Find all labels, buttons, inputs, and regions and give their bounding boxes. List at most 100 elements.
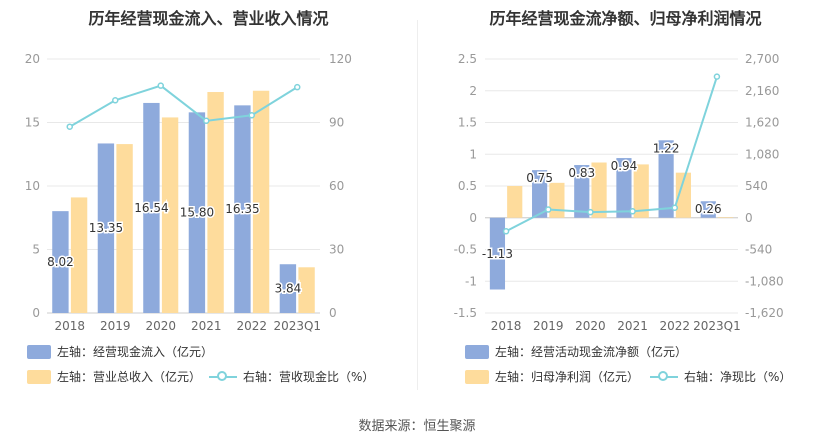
bar-secondary [591, 162, 607, 218]
right-axis-tick-label: 1,620 [745, 116, 779, 130]
bar-secondary [70, 197, 88, 313]
bar-data-label: -1.13 [482, 247, 513, 261]
bar-secondary [161, 117, 179, 313]
ratio-line [69, 84, 298, 128]
bar-secondary [549, 182, 565, 218]
legend-label: 左轴：营业总收入（亿元） [57, 370, 202, 384]
bar-primary [532, 170, 548, 218]
bar-secondary [717, 217, 734, 218]
bar-data-label: 1.22 [653, 141, 680, 155]
bar-primary [97, 143, 115, 313]
legend-label: 左轴：归母净利润（亿元） [495, 370, 640, 384]
ratio-point [671, 204, 678, 212]
legend-line-icon [650, 370, 678, 384]
chart-panel-right: 历年经营现金流净额、归母净利润情况 -1.5 -1 -0.5 0 0.5 1 1.5 2 2.5… [417, 0, 834, 405]
bar-data-label: 3.84 [275, 282, 302, 296]
right-axis-tick-label: 1,080 [745, 147, 779, 161]
chart-title: 历年经营现金流入、营业收入情况 [88, 9, 329, 28]
bar-primary [279, 264, 297, 313]
x-axis-tick-label: 2022 [659, 319, 690, 333]
legend-item-net-cash-flow[interactable]: 左轴：经营活动现金流净额（亿元） [465, 343, 687, 360]
left-axis-tick-label: 10 [25, 179, 40, 193]
right-axis-tick-label: 540 [745, 179, 768, 193]
ratio-point [629, 208, 636, 215]
chart-plot-left: 0 5 10 15 20 0 30 60 90 120 2018 2019 2020 2021 2022 20… [25, 52, 352, 333]
x-axis-tick-label: 2018 [491, 319, 522, 333]
left-axis-tick-label: 0.5 [458, 179, 477, 193]
bar-primary [574, 165, 590, 218]
left-axis-tick-label: -0.5 [454, 243, 477, 257]
ratio-point [502, 228, 510, 235]
left-axis-tick-label: 15 [25, 116, 40, 130]
bar-primary [658, 140, 674, 218]
legend-item-revenue[interactable]: 左轴：营业总收入（亿元） [27, 368, 201, 385]
bar-primary [143, 102, 160, 313]
left-axis-tick-label: 1.5 [458, 116, 477, 130]
legend-label: 左轴：经营现金流入（亿元） [57, 345, 214, 359]
chart-panel-left: 历年经营现金流入、营业收入情况 0 5 10 15 20 0 30 60 90 120 2018 20… [0, 0, 417, 405]
right-axis-tick-label: 0 [329, 306, 337, 320]
legend-label: 右轴：营收现金比（%） [243, 370, 375, 384]
bar-primary [489, 217, 506, 290]
legend-swatch-orange [27, 369, 51, 384]
ratio-point [587, 208, 594, 216]
x-axis-tick-label: 2021 [617, 319, 648, 333]
x-axis-tick-label: 2020 [575, 319, 606, 333]
ratio-point [248, 112, 255, 119]
left-axis-tick-label: -1.5 [454, 306, 477, 320]
legend-swatch-blue [27, 344, 51, 359]
legend-item-net-cash-ratio[interactable]: 右轴：净现比（%） [650, 368, 791, 385]
bar-secondary [633, 164, 649, 218]
bar-data-label: 16.54 [134, 201, 168, 215]
x-axis-tick-label: 2023Q1 [273, 319, 321, 333]
legend-swatch-orange [465, 369, 489, 384]
legend-label: 右轴：净现比（%） [684, 370, 792, 384]
right-axis-tick-label: 0 [745, 211, 753, 225]
left-axis-tick-label: 2 [469, 84, 477, 98]
left-axis-tick-label: 2.5 [458, 52, 477, 66]
chart-title: 历年经营现金流净额、归母净利润情况 [489, 9, 762, 28]
bar-secondary [252, 90, 270, 313]
panel-divider [417, 20, 418, 390]
ratio-line [505, 76, 718, 233]
x-axis-tick-label: 2020 [145, 319, 176, 333]
legend-item-cash-inflow[interactable]: 左轴：经营现金流入（亿元） [27, 343, 213, 360]
bar-secondary [675, 172, 691, 218]
right-axis-tick-label: 2,700 [745, 52, 779, 66]
right-axis-tick-label: 120 [329, 52, 352, 66]
legend-item-revenue-cash-ratio[interactable]: 右轴：营收现金比（%） [209, 368, 374, 385]
bar-primary [52, 211, 69, 313]
data-source: 数据来源：恒生聚源 [358, 419, 476, 434]
ratio-point [203, 117, 210, 125]
bar-data-label: 16.35 [225, 202, 259, 216]
right-axis-tick-label: 30 [329, 243, 344, 257]
left-axis-tick-label: 0 [469, 211, 477, 225]
bar-data-label: 8.02 [47, 255, 74, 269]
legend-item-net-profit[interactable]: 左轴：归母净利润（亿元） [465, 368, 639, 385]
x-axis-tick-label: 2018 [54, 319, 85, 333]
right-axis-tick-label: 60 [329, 179, 344, 193]
x-axis-tick-label: 2021 [191, 319, 222, 333]
bar-primary [234, 105, 251, 313]
x-axis-tick-label: 2022 [236, 319, 267, 333]
bar-data-label: 0.26 [695, 202, 722, 216]
legend-line-icon [209, 370, 237, 384]
left-axis-tick-label: 20 [25, 52, 40, 66]
bar-secondary [298, 267, 315, 313]
right-axis-tick-label: -1,620 [745, 306, 784, 320]
bar-data-label: 0.94 [611, 159, 638, 173]
bar-primary [700, 201, 716, 218]
bar-primary [616, 158, 632, 218]
bar-data-label: 0.75 [526, 171, 553, 185]
right-axis-tick-label: -540 [745, 243, 772, 257]
ratio-point [66, 123, 73, 130]
x-axis-tick-label: 2023Q1 [693, 319, 741, 333]
ratio-point [112, 97, 119, 104]
bar-secondary [507, 186, 523, 218]
bar-secondary [116, 144, 133, 313]
left-axis-tick-label: 5 [32, 243, 40, 257]
ratio-point [713, 73, 721, 80]
legend-label: 左轴：经营活动现金流净额（亿元） [495, 345, 688, 359]
left-axis-tick-label: -1 [465, 274, 477, 288]
ratio-point [294, 83, 301, 91]
